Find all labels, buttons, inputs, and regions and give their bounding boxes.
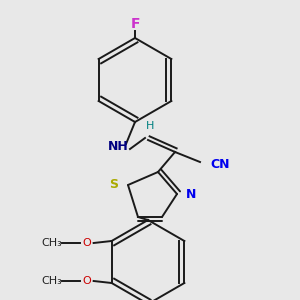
Text: N: N [186, 188, 196, 200]
Text: CH₃: CH₃ [41, 238, 62, 248]
Text: H: H [146, 121, 154, 131]
Text: S: S [110, 178, 118, 191]
Text: O: O [82, 276, 91, 286]
Text: F: F [130, 17, 140, 31]
Text: CN: CN [210, 158, 230, 170]
Text: O: O [82, 238, 91, 248]
Text: CH₃: CH₃ [41, 276, 62, 286]
Text: NH: NH [108, 140, 128, 154]
